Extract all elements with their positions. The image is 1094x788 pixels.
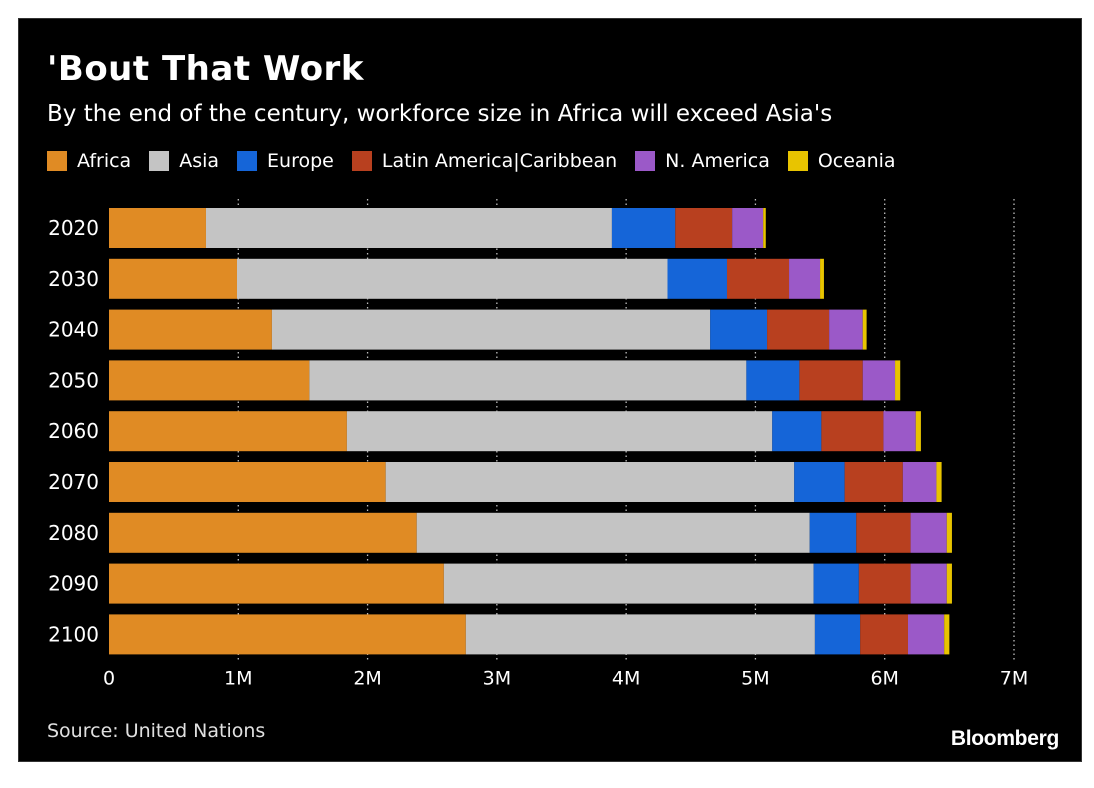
x-tick-label: 5M: [741, 667, 769, 689]
legend: Africa Asia Europe Latin America|Caribbean N…: [47, 150, 914, 172]
legend-label: Africa: [77, 150, 132, 172]
bar-segment-asia-2040: [271, 309, 711, 350]
x-tick-label: 7M: [1000, 667, 1028, 689]
x-tick-label: 0: [103, 667, 115, 689]
bar-segment-n-america-2100: [907, 614, 945, 655]
bar-segment-asia-2060: [346, 411, 773, 452]
legend-swatch: [635, 151, 656, 171]
bar-segment-africa-2080: [109, 512, 417, 553]
bar-segment-latin-america-caribbean-2020: [675, 208, 733, 248]
bar-segment-latin-america-caribbean-2100: [860, 614, 908, 655]
legend-label: Oceania: [817, 150, 896, 172]
category-label: 2090: [48, 572, 99, 596]
category-label: 2030: [48, 267, 99, 291]
category-label: 2060: [48, 419, 99, 443]
bar-segment-latin-america-caribbean-2040: [767, 309, 830, 350]
bar-segment-asia-2100: [465, 614, 815, 655]
bar-segment-latin-america-caribbean-2090: [858, 563, 911, 604]
x-tick-label: 4M: [612, 667, 640, 689]
source-note: Source: United Nations: [47, 720, 266, 742]
bar-segment-oceania-2100: [944, 614, 950, 655]
bloomberg-logo: Bloomberg: [950, 727, 1059, 750]
bar-segment-oceania-2070: [936, 462, 942, 502]
bar-segment-n-america-2020: [732, 208, 764, 248]
bar-segment-oceania-2050: [895, 360, 901, 401]
bar-segment-asia-2030: [236, 258, 668, 299]
bar-segment-asia-2020: [205, 208, 612, 248]
bar-segment-oceania-2020: [763, 208, 766, 248]
bar-segment-africa-2020: [109, 208, 206, 248]
bar-segment-africa-2100: [109, 614, 466, 655]
bar-segment-europe-2020: [611, 208, 676, 248]
bar-segment-oceania-2040: [862, 309, 867, 350]
legend-item: Africa: [47, 150, 131, 172]
legend-item: Asia: [149, 150, 219, 172]
bar-segment-europe-2090: [813, 563, 859, 604]
bar-segment-asia-2070: [385, 462, 795, 502]
bar-segment-europe-2060: [772, 411, 822, 452]
category-label: 2020: [48, 216, 99, 240]
legend-swatch: [787, 151, 808, 171]
bar-segment-n-america-2030: [789, 258, 821, 299]
bar-segment-africa-2040: [109, 309, 272, 350]
legend-swatch: [351, 151, 372, 171]
bar-segment-europe-2100: [814, 614, 861, 655]
bar-segment-africa-2030: [109, 258, 237, 299]
bar-segment-europe-2050: [746, 360, 800, 401]
legend-swatch: [47, 151, 67, 171]
bar-segment-africa-2090: [109, 563, 444, 604]
bar-segment-n-america-2060: [883, 411, 916, 452]
chart-frame: 'Bout That Work By the end of the centur…: [18, 18, 1082, 762]
bar-segment-asia-2050: [309, 360, 747, 401]
bar-segment-latin-america-caribbean-2080: [856, 512, 911, 553]
x-tick-label: 1M: [224, 667, 252, 689]
category-label: 2100: [48, 622, 99, 646]
legend-item: Europe: [237, 150, 334, 172]
legend-item: Oceania: [787, 150, 896, 172]
bar-segment-europe-2070: [794, 462, 845, 502]
x-tick-label: 6M: [870, 667, 898, 689]
bar-segment-n-america-2090: [910, 563, 947, 604]
bar-segment-oceania-2080: [946, 512, 952, 553]
legend-label: Asia: [179, 150, 220, 172]
x-tick-label: 3M: [483, 667, 511, 689]
legend-swatch: [149, 151, 170, 171]
bar-segment-africa-2050: [109, 360, 310, 401]
bar-segment-europe-2030: [667, 258, 727, 299]
bar-segment-latin-america-caribbean-2060: [821, 411, 884, 452]
x-tick-label: 2M: [353, 667, 381, 689]
legend-swatch: [237, 151, 258, 171]
bar-segment-oceania-2030: [820, 258, 824, 299]
bar-segment-latin-america-caribbean-2070: [844, 462, 903, 502]
bar-segment-oceania-2090: [946, 563, 952, 604]
legend-label: Europe: [267, 150, 334, 172]
category-label: 2040: [48, 318, 99, 342]
legend-item: Latin America|Caribbean: [351, 150, 618, 172]
bar-segment-africa-2070: [109, 462, 386, 502]
bar-segment-n-america-2070: [902, 462, 937, 502]
legend-label: N. America: [665, 150, 770, 172]
bar-segment-europe-2040: [710, 309, 768, 350]
category-label: 2080: [48, 521, 99, 545]
bar-segment-oceania-2060: [915, 411, 921, 452]
bar-segment-europe-2080: [809, 512, 857, 553]
bar-segment-n-america-2050: [862, 360, 896, 401]
category-label: 2070: [48, 470, 99, 494]
chart-subtitle: By the end of the century, workforce siz…: [47, 101, 833, 127]
bar-segment-asia-2090: [443, 563, 814, 604]
bar-segment-latin-america-caribbean-2050: [799, 360, 863, 401]
bar-segment-africa-2060: [109, 411, 347, 452]
bar-segment-n-america-2040: [829, 309, 863, 350]
legend-label: Latin America|Caribbean: [381, 150, 618, 172]
bar-segment-asia-2080: [416, 512, 810, 553]
bar-segment-n-america-2080: [910, 512, 947, 553]
category-label: 2050: [48, 368, 99, 392]
bar-segment-latin-america-caribbean-2030: [726, 258, 790, 299]
legend-item: N. America: [635, 150, 770, 172]
chart-title: 'Bout That Work: [47, 49, 364, 89]
